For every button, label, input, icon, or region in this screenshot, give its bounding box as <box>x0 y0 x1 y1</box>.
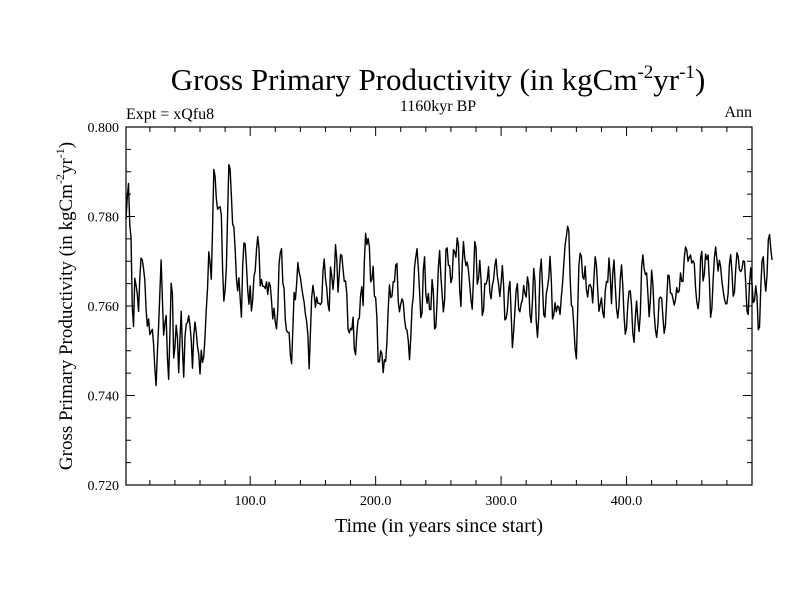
ylabel-sup2: -1 <box>53 148 67 158</box>
season-label: Ann <box>724 104 752 121</box>
x-tick-labels: 100.0 200.0 300.0 400.0 <box>234 494 642 509</box>
gpp-series-line <box>125 163 773 387</box>
x-tick-label: 200.0 <box>360 494 392 509</box>
period-label: 1160kyr BP <box>400 98 476 115</box>
plot-frame <box>125 126 753 486</box>
title-sup1: -2 <box>637 62 653 83</box>
y-axis-title: Gross Primary Productivity (in kgCm-2yr-… <box>53 142 77 470</box>
experiment-label: Expt = xQfu8 <box>126 106 214 123</box>
chart-title: Gross Primary Productivity (in kgCm-2yr-… <box>171 62 706 97</box>
axis-ticks <box>126 126 752 486</box>
x-tick-label: 400.0 <box>611 494 643 509</box>
y-tick-label: 0.720 <box>88 479 120 494</box>
x-tick-label: 100.0 <box>234 494 266 509</box>
ylabel-main: Gross Primary Productivity (in kgCm <box>56 184 77 470</box>
x-axis-title: Time (in years since start) <box>335 515 543 537</box>
x-tick-label: 300.0 <box>485 494 517 509</box>
y-tick-label: 0.760 <box>88 300 120 315</box>
ylabel-end: ) <box>56 142 77 148</box>
ylabel-sup1: -2 <box>53 174 67 184</box>
ylabel-mid: yr <box>56 158 77 175</box>
y-tick-labels: 0.720 0.740 0.760 0.780 0.800 <box>88 121 120 494</box>
y-tick-label: 0.740 <box>88 390 120 405</box>
title-main: Gross Primary Productivity (in kgCm <box>171 62 638 97</box>
title-sup2: -1 <box>679 62 695 83</box>
title-mid: yr <box>653 62 680 97</box>
title-end: ) <box>695 62 705 97</box>
y-tick-label: 0.800 <box>88 121 120 136</box>
y-tick-label: 0.780 <box>88 211 120 226</box>
